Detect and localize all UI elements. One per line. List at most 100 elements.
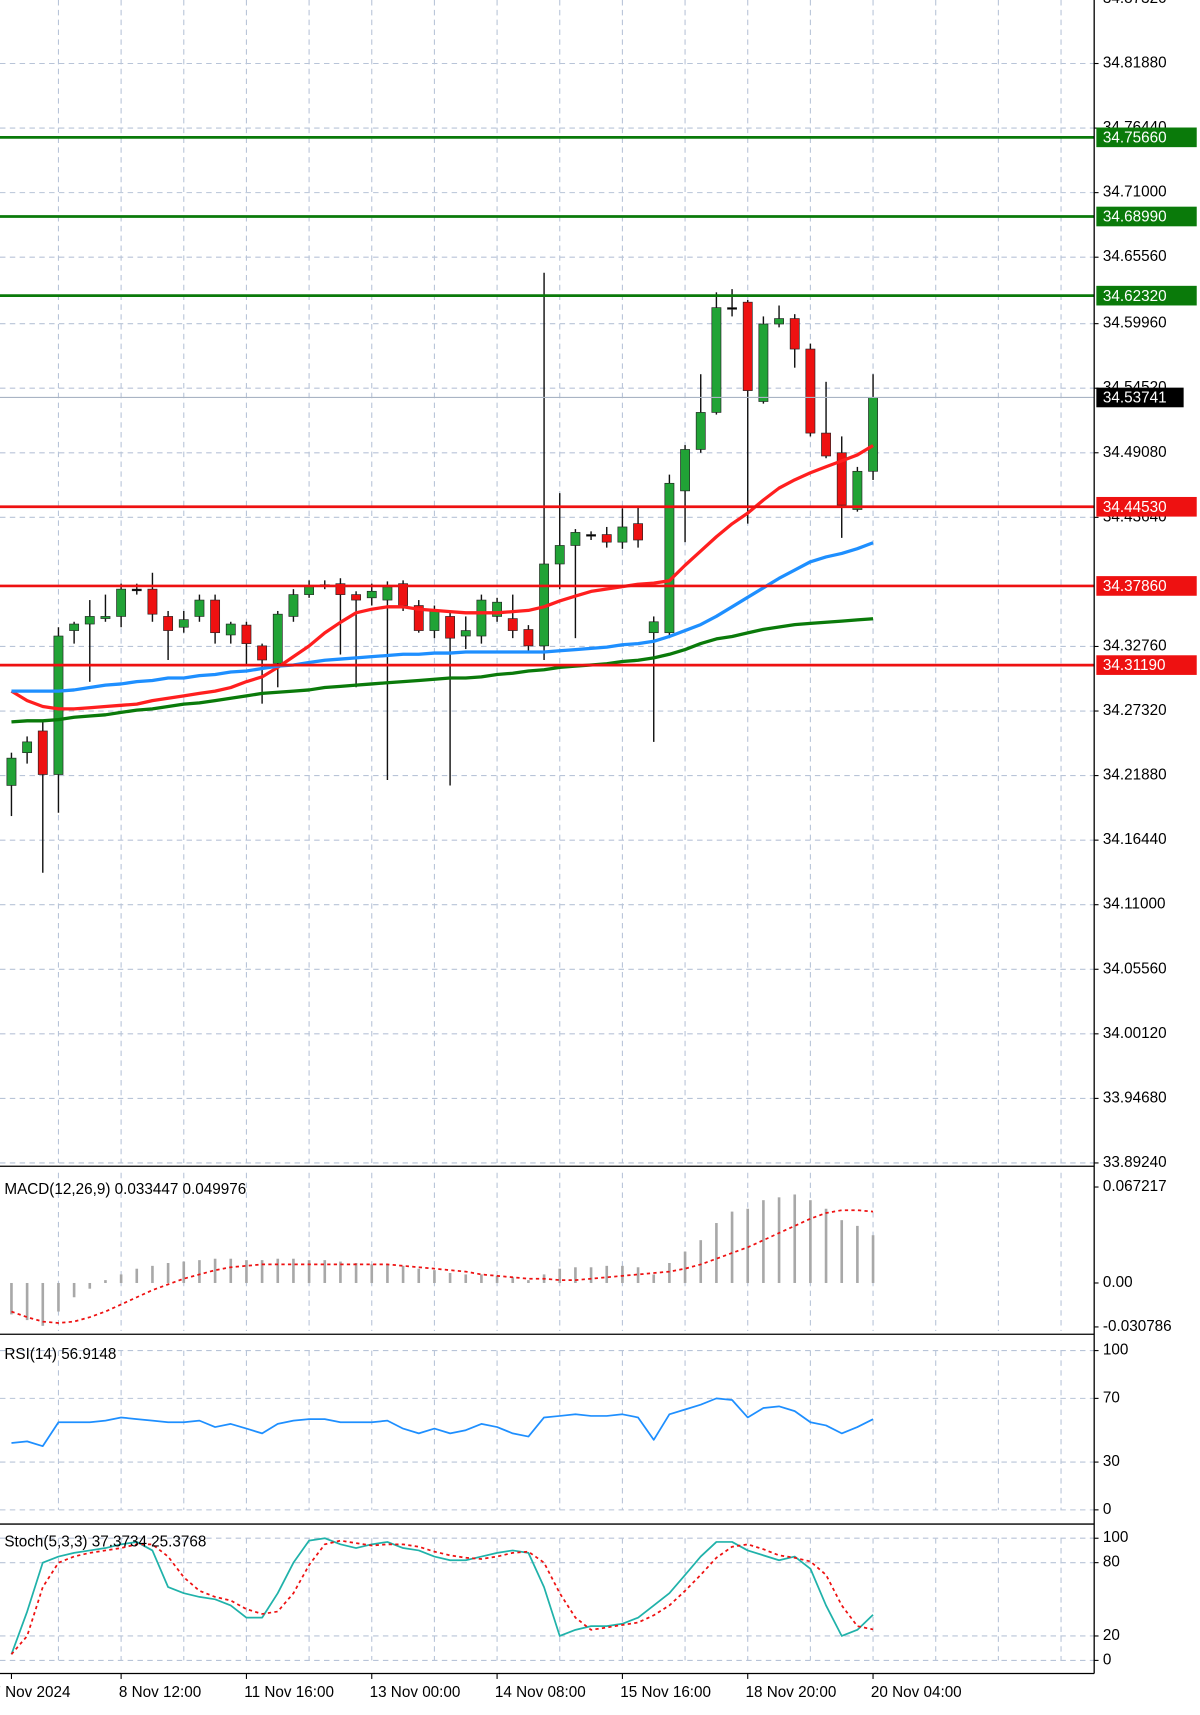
macd-bar [213,1258,217,1283]
candle-body [178,619,189,628]
macd-bar [652,1274,656,1283]
indicator-line [11,1209,874,1324]
macd-bar [527,1280,530,1283]
candle-body [711,307,722,413]
macd-bar [715,1223,718,1283]
macd-bar [25,1282,29,1321]
indicator-line [10,444,874,711]
x-tick-label: 8 Nov 12:00 [119,1684,201,1701]
macd-bar [10,1282,13,1315]
y-tick-label: 34.59960 [1103,315,1167,332]
macd-bar [668,1262,671,1283]
y-tick-label: 34.32760 [1103,637,1167,654]
level-label: 34.31190 [1103,657,1166,674]
level-label: 34.37860 [1103,578,1167,595]
macd-bar [151,1265,154,1283]
macd-bar [824,1208,828,1283]
macd-bar [777,1197,781,1283]
y-tick-label: 33.94680 [1103,1089,1167,1106]
y-tick-label: 0 [1103,1501,1112,1518]
x-tick-label: 7 Nov 2024 [0,1684,71,1701]
indicator-line [11,1397,874,1448]
macd-bar [683,1251,687,1283]
candle-body [774,318,784,325]
candle-body [554,545,565,565]
level-label-box [1096,496,1197,517]
candle-body [116,588,127,617]
x-tick-label: 13 Nov 00:00 [370,1684,461,1701]
candle-body [492,601,502,617]
candle-body [742,301,753,391]
macd-bar [495,1275,499,1283]
panel-title: MACD(12,26,9) 0.033447 0.049976 [4,1181,246,1198]
y-tick-label: 0.067217 [1103,1178,1167,1195]
y-tick-label: 20 [1103,1627,1120,1644]
candle-body [758,323,769,402]
candle-body [241,624,252,644]
candle-body [163,616,174,631]
candle-body [852,470,863,510]
candle-body [272,613,283,664]
candle-body [22,741,33,754]
macd-bar [699,1240,703,1283]
panel-title: RSI(14) 56.9148 [4,1346,116,1363]
candle-body [836,452,847,506]
macd-bar [746,1208,750,1283]
macd-bar [323,1260,327,1283]
macd-bar [856,1225,859,1283]
macd-bar [370,1264,374,1283]
candle-body [617,526,628,543]
candle-body [366,590,377,599]
candle-body [445,616,455,639]
macd-bar [88,1282,92,1289]
candle-body [429,610,440,631]
candle-body [53,635,64,775]
macd-bar [104,1280,107,1283]
candle-body [288,594,299,617]
candle-body [131,588,142,592]
last-price-label: 34.53741 [1103,390,1167,407]
y-tick-label: 34.49080 [1103,444,1167,461]
macd-bar [72,1282,76,1298]
candle-body [351,594,362,601]
level-label: 34.75660 [1103,129,1167,146]
indicator-line [10,1539,874,1655]
level-label: 34.44530 [1103,499,1167,516]
candle-body [460,630,471,637]
macd-bar [245,1260,248,1283]
y-tick-label: 0.00 [1103,1274,1133,1291]
x-tick-label: 20 Nov 04:00 [871,1684,962,1701]
macd-bar [182,1261,186,1283]
y-tick-label: 34.00120 [1103,1025,1167,1042]
candle-body [210,599,221,634]
candle-body [570,532,581,546]
macd-bar [417,1268,421,1283]
candle-body [100,616,111,619]
x-tick-label: 14 Nov 08:00 [495,1684,586,1701]
candle-body [789,318,800,350]
y-tick-label: 30 [1103,1453,1120,1470]
macd-bar [119,1274,123,1283]
macd-bar [558,1268,562,1283]
macd-bar [276,1258,280,1283]
candle-body [225,623,236,636]
candle-body [147,588,158,615]
x-tick-label: 11 Nov 16:00 [244,1684,334,1701]
macd-bar [793,1194,797,1283]
macd-bar [574,1267,577,1283]
level-label-box [1096,285,1197,306]
y-tick-label: 70 [1103,1389,1120,1406]
macd-bar [840,1220,844,1283]
candle-body [382,586,393,601]
macd-bar [354,1262,358,1283]
candle-body [37,730,48,775]
candle-body [335,583,346,595]
y-tick-label: 34.21880 [1103,767,1167,784]
indicator-line [11,617,874,724]
candle-body [805,348,816,434]
macd-bar [307,1260,311,1283]
level-label: 34.68990 [1103,209,1167,226]
